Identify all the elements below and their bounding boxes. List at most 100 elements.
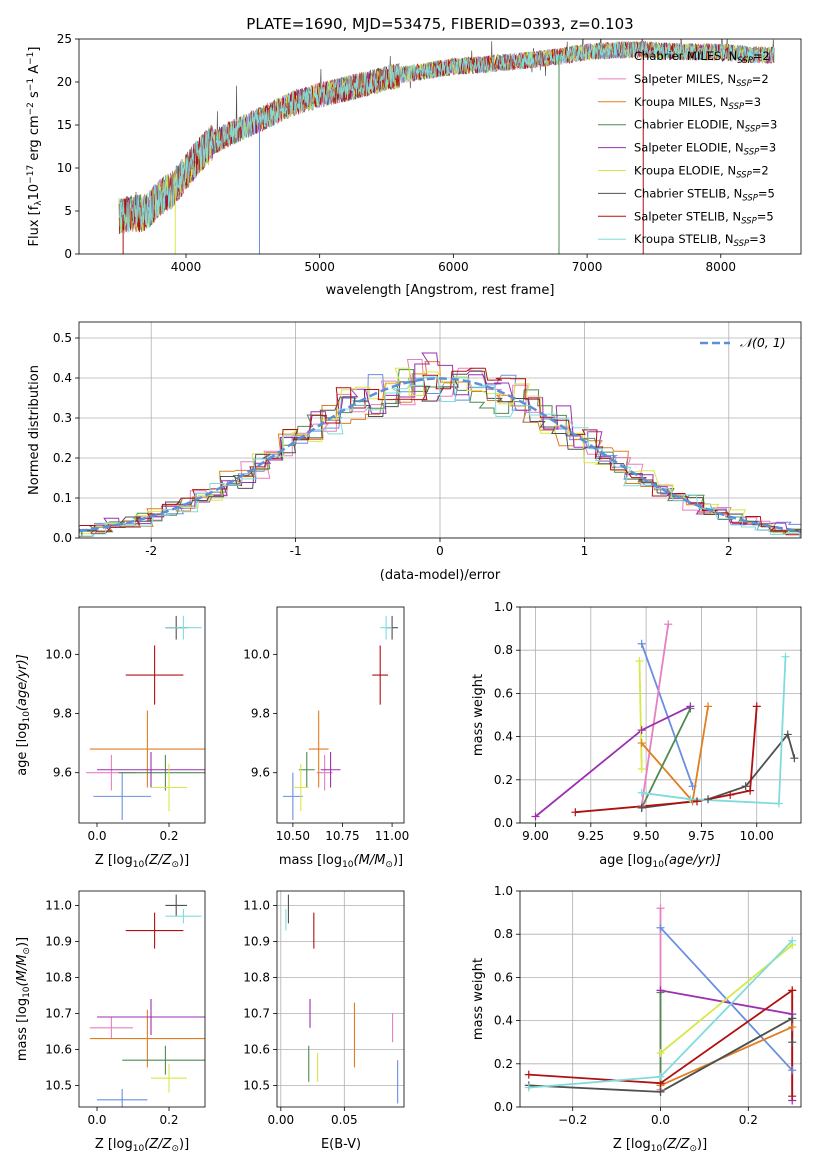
weight-marker bbox=[635, 657, 643, 665]
label-part: ⊙ bbox=[171, 860, 179, 870]
weight-marker bbox=[638, 804, 646, 812]
legend-subscript: SSP bbox=[729, 102, 745, 112]
legend: 𝒩(0, 1) bbox=[700, 335, 786, 350]
weight-marker bbox=[704, 702, 712, 710]
y-tick-label: 0.1 bbox=[53, 491, 72, 505]
legend-subscript: SSP bbox=[741, 216, 757, 226]
label-part: ⊙ bbox=[385, 860, 393, 870]
x-tick-label: 9.75 bbox=[688, 829, 715, 843]
weight-marker bbox=[657, 986, 665, 994]
y-tick-label: 5 bbox=[64, 204, 72, 218]
label-part: )] bbox=[179, 1137, 189, 1152]
x-axis-label: Z [log10(Z/Z⊙)] bbox=[95, 853, 189, 870]
label-part: (Z/Z bbox=[662, 1137, 690, 1152]
weight-line-8 bbox=[642, 657, 786, 804]
axes-frame bbox=[277, 891, 404, 1107]
figure-title: PLATE=1690, MJD=53475, FIBERID=0393, z=0… bbox=[246, 15, 633, 33]
legend-model-name: Kroupa STELIB, N bbox=[634, 232, 734, 246]
y-tick-label: 0.3 bbox=[53, 411, 72, 425]
weight-marker bbox=[657, 1088, 665, 1096]
plot-area bbox=[86, 616, 212, 820]
weight-line-5 bbox=[640, 661, 642, 769]
legend-model-name: Salpeter STELIB, N bbox=[634, 209, 741, 223]
plot-area bbox=[90, 895, 209, 1111]
legend-label: Kroupa MILES, NSSP=3 bbox=[634, 95, 761, 112]
legend-subscript: SSP bbox=[737, 56, 753, 66]
legend-label: Chabrier ELODIE, NSSP=3 bbox=[634, 118, 777, 135]
axes-frame bbox=[277, 607, 404, 823]
x-tick-label: 9.00 bbox=[522, 829, 549, 843]
label-part: ⊙ bbox=[171, 1144, 179, 1154]
y-tick-label: 0.2 bbox=[494, 1057, 513, 1071]
label-part: (Z/Z bbox=[144, 1137, 172, 1152]
x-tick-label: 0.0 bbox=[651, 1113, 670, 1127]
x-tick-label: 7000 bbox=[572, 260, 603, 274]
label-part: A bbox=[27, 65, 42, 78]
y-tick-label: 0.8 bbox=[494, 643, 513, 657]
weight-marker bbox=[657, 904, 665, 912]
legend-label: Kroupa ELODIE, NSSP=2 bbox=[634, 164, 769, 181]
label-part: mass [log bbox=[15, 998, 30, 1061]
label-part: ⊙ bbox=[689, 1144, 697, 1154]
x-tick-label: 2 bbox=[725, 544, 733, 558]
label-part: 10 bbox=[22, 986, 32, 998]
label-part: )] bbox=[393, 853, 403, 868]
x-tick-label: 0.0 bbox=[87, 1113, 106, 1127]
y-tick-label: 0.6 bbox=[494, 970, 513, 984]
legend-nssp: =3 bbox=[744, 95, 761, 109]
label-part: Z [log bbox=[613, 1137, 651, 1152]
y-tick-label: 10.5 bbox=[45, 1078, 72, 1092]
y-tick-label: 0.4 bbox=[494, 730, 513, 744]
legend-subscript: SSP bbox=[745, 125, 761, 135]
legend-label: Salpeter ELODIE, NSSP=3 bbox=[634, 141, 776, 158]
legend-nssp: =3 bbox=[749, 232, 766, 246]
legend-subscript: SSP bbox=[742, 193, 758, 203]
legend-nssp: =5 bbox=[757, 209, 774, 223]
y-tick-label: 15 bbox=[57, 118, 72, 132]
label-part: (age/yr)] bbox=[15, 654, 30, 711]
x-axis-label: wavelength [Angstrom, rest frame] bbox=[326, 283, 555, 298]
label-part: 10 bbox=[22, 711, 32, 723]
x-axis-label: age [log10(age/yr)] bbox=[599, 853, 721, 870]
weight-marker bbox=[788, 1038, 796, 1046]
weight-line-0 bbox=[642, 644, 693, 787]
x-tick-label: 0.05 bbox=[331, 1113, 358, 1127]
weight-marker bbox=[525, 1071, 533, 1079]
x-tick-label: 5000 bbox=[304, 260, 335, 274]
plot-area bbox=[60, 322, 819, 538]
legend-model-name: Chabrier ELODIE, N bbox=[634, 118, 745, 132]
x-tick-label: 9.25 bbox=[577, 829, 604, 843]
weight-marker bbox=[790, 754, 798, 762]
label-part: ] bbox=[27, 47, 42, 52]
y-tick-label: 1.0 bbox=[494, 600, 513, 614]
y-tick-label: 0.2 bbox=[494, 773, 513, 787]
legend-nssp: =3 bbox=[760, 118, 777, 132]
label-part: age [log bbox=[15, 723, 30, 776]
label-part: mass [log bbox=[279, 853, 342, 868]
weight-marker bbox=[664, 620, 672, 628]
y-tick-label: 0.0 bbox=[53, 531, 72, 545]
x-tick-label: 1 bbox=[581, 544, 589, 558]
y-tick-label: 10.8 bbox=[243, 970, 270, 984]
legend-model-name: Salpeter MILES, N bbox=[634, 72, 736, 86]
y-axis-label: mass weight bbox=[471, 674, 486, 756]
plot-area bbox=[277, 891, 404, 1107]
legend-label: Salpeter STELIB, NSSP=5 bbox=[634, 209, 774, 226]
x-tick-label: -2 bbox=[145, 544, 157, 558]
y-tick-label: 0.6 bbox=[494, 686, 513, 700]
y-tick-label: 1.0 bbox=[494, 884, 513, 898]
x-tick-label: 10.00 bbox=[740, 829, 774, 843]
weight-marker bbox=[638, 765, 646, 773]
label-part: −1 bbox=[26, 78, 36, 91]
label-part: (M/M bbox=[354, 853, 386, 868]
label-part: 10 bbox=[133, 860, 145, 870]
x-tick-label: 8000 bbox=[706, 260, 737, 274]
y-axis-label: mass weight bbox=[471, 958, 486, 1040]
